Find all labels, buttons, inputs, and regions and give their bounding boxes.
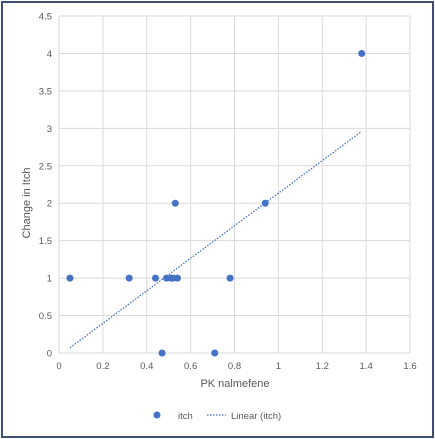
y-tick-label: 1.5: [39, 236, 52, 247]
data-point: [66, 274, 74, 282]
x-tick-label: 0.4: [140, 361, 153, 372]
y-tick-label: 3: [47, 124, 52, 135]
data-point: [171, 199, 179, 207]
y-tick-label: 2.5: [39, 161, 52, 172]
legend-label-trendline: Linear (itch): [231, 411, 281, 422]
gridlines: [58, 15, 411, 354]
data-point: [226, 274, 234, 282]
y-tick-label: 4: [47, 49, 52, 60]
y-tick-label: 3.5: [39, 86, 52, 97]
data-points: [66, 49, 366, 357]
legend: itch Linear (itch): [153, 411, 281, 422]
y-tick-label: 1: [47, 274, 52, 285]
y-tick-label: 2: [47, 199, 52, 210]
legend-label-itch: itch: [178, 411, 193, 422]
y-axis-label: Change in Itch: [21, 168, 33, 239]
data-point: [358, 49, 366, 57]
trendline-layer: [69, 130, 363, 349]
data-point: [125, 274, 133, 282]
trendline: [69, 130, 363, 349]
x-tick-label: 1.4: [360, 361, 373, 372]
legend-marker-itch: [153, 411, 161, 419]
x-axis-label: PK nalmefene: [200, 378, 269, 390]
data-point: [261, 199, 269, 207]
data-point: [158, 349, 166, 357]
y-tick-labels: 0 0.5 1 1.5 2 2.5 3 3.5 4 4.5: [39, 12, 52, 360]
data-point: [211, 349, 219, 357]
y-tick-label: 0.5: [39, 311, 52, 322]
y-tick-label: 0: [47, 349, 52, 360]
x-tick-label: 1: [276, 361, 281, 372]
x-tick-label: 1.2: [316, 361, 329, 372]
x-tick-label: 0.2: [96, 361, 109, 372]
data-point: [152, 274, 160, 282]
x-tick-label: 0: [56, 361, 61, 372]
x-tick-label: 0.6: [184, 361, 197, 372]
x-tick-label: 1.6: [403, 361, 416, 372]
y-tick-label: 4.5: [39, 12, 52, 23]
x-tick-label: 0.8: [228, 361, 241, 372]
x-tick-labels: 0 0.2 0.4 0.6 0.8 1 1.2 1.4 1.6: [56, 361, 416, 372]
data-point: [173, 274, 181, 282]
